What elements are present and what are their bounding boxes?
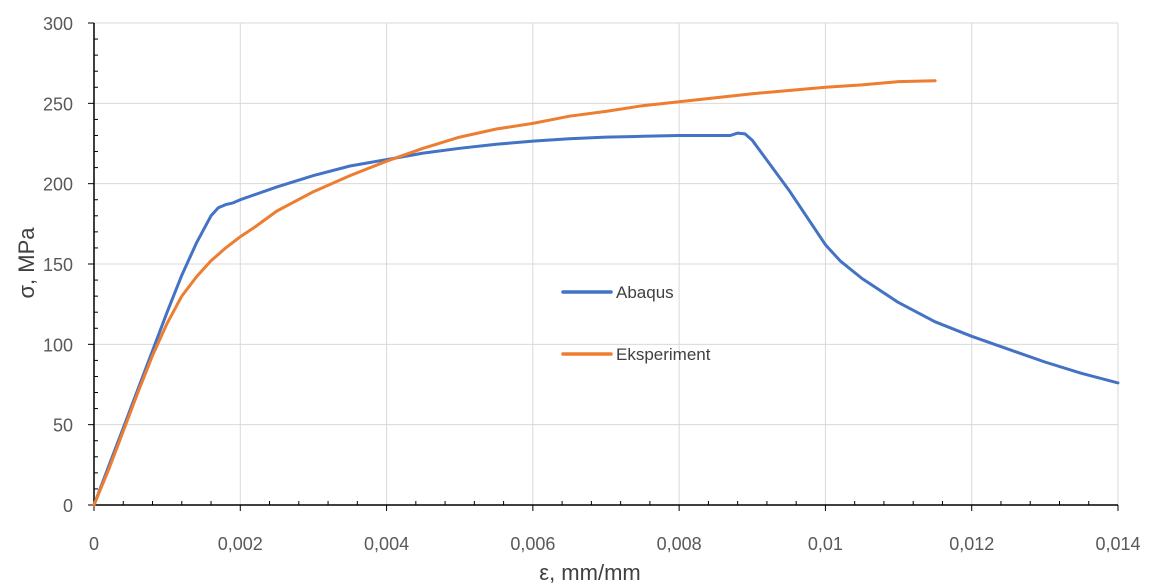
- y-tick-labels: 0 50 100 150 200 250 300: [43, 14, 73, 516]
- y-tick-label: 50: [53, 416, 73, 436]
- y-tick-label: 100: [43, 335, 73, 355]
- legend-label-eksperiment: Eksperiment: [616, 345, 711, 364]
- gridlines: [94, 22, 1119, 505]
- y-tick-label: 300: [43, 14, 73, 34]
- y-axis-title: σ, MPa: [14, 227, 39, 299]
- x-tick-label: 0,014: [1095, 534, 1140, 554]
- y-tick-label: 150: [43, 255, 73, 275]
- y-tick-label: 0: [63, 496, 73, 516]
- x-tick-label: 0,01: [808, 534, 843, 554]
- x-tick-label: 0,004: [364, 534, 409, 554]
- x-tick-label: 0,008: [657, 534, 702, 554]
- x-axis-title: ε, mm/mm: [539, 560, 640, 585]
- legend-label-abaqus: Abaqus: [616, 283, 674, 302]
- legend: Abaqus Eksperiment: [561, 283, 711, 364]
- x-tick-label: 0: [89, 534, 99, 554]
- x-tick-label: 0,002: [218, 534, 263, 554]
- x-tick-label: 0,006: [510, 534, 555, 554]
- axes: [88, 22, 1119, 511]
- data-series: [92, 79, 1120, 507]
- x-tick-labels: 0 0,002 0,004 0,006 0,008 0,01 0,012 0,014: [89, 534, 1141, 554]
- y-tick-label: 250: [43, 94, 73, 114]
- series-line-abaqus: [92, 131, 1120, 507]
- y-tick-label: 200: [43, 175, 73, 195]
- x-tick-label: 0,012: [949, 534, 994, 554]
- series-line-eksperiment: [92, 79, 937, 507]
